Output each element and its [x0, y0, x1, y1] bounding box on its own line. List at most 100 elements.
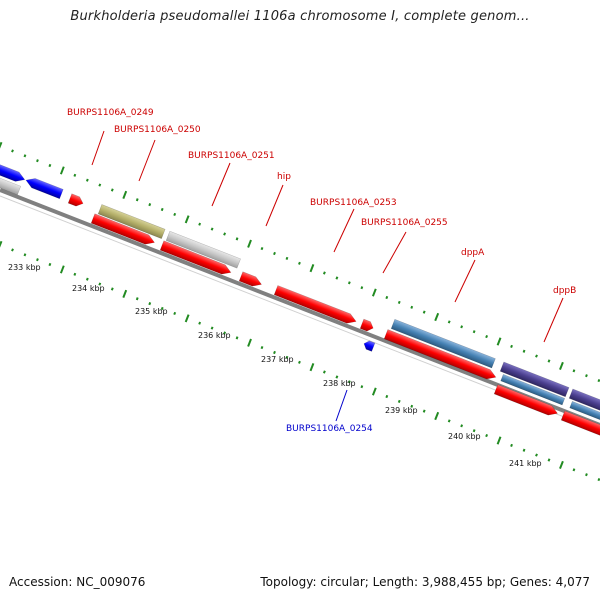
- kbp-label: 239 kbp: [385, 406, 418, 415]
- minor-tick: [11, 248, 14, 252]
- minor-tick: [447, 419, 451, 423]
- minor-tick: [585, 473, 588, 477]
- forward-gene-feature[interactable]: [493, 384, 559, 418]
- minor-tick: [485, 335, 489, 339]
- gene-label[interactable]: BURPS1106A_0253: [310, 198, 397, 208]
- minor-tick: [585, 374, 588, 378]
- minor-tick: [410, 404, 414, 408]
- misc-feature[interactable]: [165, 230, 241, 269]
- minor-tick: [85, 277, 89, 281]
- minor-tick: [597, 379, 600, 383]
- gene-label[interactable]: dppA: [461, 248, 485, 258]
- major-tick: [309, 363, 315, 372]
- minor-tick: [11, 149, 14, 153]
- minor-tick: [510, 443, 513, 447]
- minor-tick: [98, 183, 102, 187]
- minor-tick: [397, 399, 401, 403]
- major-tick: [0, 141, 3, 149]
- forward-gene-feature[interactable]: [273, 285, 358, 326]
- minor-tick: [36, 159, 39, 163]
- forward-gene-feature[interactable]: [359, 318, 375, 333]
- minor-tick: [460, 424, 464, 428]
- forward-gene-feature[interactable]: [159, 240, 233, 277]
- minor-tick: [410, 305, 414, 309]
- minor-tick: [173, 212, 177, 216]
- major-tick: [59, 166, 65, 175]
- gene-label[interactable]: BURPS1106A_0249: [67, 108, 154, 118]
- minor-tick: [98, 282, 102, 286]
- major-tick: [496, 436, 502, 445]
- reverse-gene-feature[interactable]: [24, 176, 64, 200]
- label-leader-blue: [335, 389, 348, 422]
- minor-tick: [322, 271, 326, 275]
- minor-tick: [223, 331, 227, 335]
- minor-tick: [285, 256, 289, 260]
- minor-tick: [535, 453, 538, 457]
- minor-tick: [110, 188, 114, 192]
- reverse-gene-feature[interactable]: [0, 157, 27, 185]
- minor-tick: [422, 310, 426, 314]
- gene-label[interactable]: hip: [277, 172, 291, 182]
- misc-feature[interactable]: [390, 318, 496, 369]
- forward-gene-feature[interactable]: [238, 271, 263, 289]
- minor-tick: [223, 232, 227, 236]
- minor-tick: [23, 154, 27, 158]
- kbp-label: 233 kbp: [8, 263, 41, 272]
- minor-tick: [385, 295, 389, 300]
- major-tick: [184, 215, 190, 224]
- minor-tick: [36, 258, 39, 262]
- misc-feature[interactable]: [97, 204, 166, 239]
- minor-tick: [547, 359, 551, 363]
- minor-tick: [135, 198, 139, 202]
- minor-tick: [273, 251, 276, 256]
- gene-label[interactable]: BURPS1106A_0255: [361, 218, 448, 228]
- misc-feature[interactable]: [0, 170, 22, 195]
- major-tick: [371, 387, 377, 396]
- major-tick: [0, 240, 3, 248]
- tick-marks: [0, 141, 600, 482]
- minor-tick: [347, 281, 351, 285]
- misc-feature[interactable]: [499, 361, 570, 398]
- minor-tick: [210, 326, 214, 330]
- minor-tick: [210, 227, 214, 231]
- minor-tick: [273, 350, 276, 355]
- forward-gene-feature[interactable]: [383, 329, 498, 382]
- major-tick: [247, 338, 252, 347]
- gene-features: [0, 157, 600, 439]
- gene-label[interactable]: dppB: [553, 286, 576, 296]
- minor-tick: [285, 355, 289, 359]
- accession-text: Accession: NC_009076: [9, 575, 146, 589]
- major-tick: [559, 460, 564, 469]
- major-tick: [122, 289, 128, 298]
- minor-tick: [48, 262, 52, 267]
- minor-tick: [160, 306, 164, 311]
- minor-tick: [148, 203, 152, 207]
- minor-tick: [535, 354, 538, 358]
- gene-label[interactable]: BURPS1106A_0250: [114, 125, 201, 135]
- minor-tick: [73, 272, 77, 276]
- minor-tick: [235, 336, 239, 340]
- gene-label[interactable]: BURPS1106A_0254: [286, 424, 373, 434]
- forward-gene-feature[interactable]: [67, 193, 85, 208]
- major-tick: [371, 288, 377, 297]
- minor-tick: [547, 458, 551, 462]
- map-title: Burkholderia pseudomallei 1106a chromoso…: [70, 9, 530, 24]
- gene-label[interactable]: BURPS1106A_0251: [188, 151, 275, 161]
- minor-tick: [298, 360, 301, 364]
- minor-tick: [422, 409, 426, 413]
- minor-tick: [85, 178, 89, 182]
- minor-tick: [173, 311, 177, 315]
- major-tick: [496, 337, 502, 346]
- reverse-gene-feature[interactable]: [362, 339, 376, 352]
- minor-tick: [385, 394, 389, 399]
- major-tick: [434, 312, 440, 322]
- minor-tick: [48, 163, 52, 168]
- minor-tick: [235, 237, 239, 241]
- genome-summary-text: Topology: circular; Length: 3,988,455 bp…: [260, 575, 590, 589]
- forward-gene-feature[interactable]: [90, 213, 156, 247]
- minor-tick: [135, 297, 139, 301]
- minor-tick: [347, 380, 351, 384]
- forward-gene-feature[interactable]: [560, 410, 600, 439]
- misc-feature[interactable]: [500, 374, 566, 406]
- minor-tick: [472, 429, 476, 433]
